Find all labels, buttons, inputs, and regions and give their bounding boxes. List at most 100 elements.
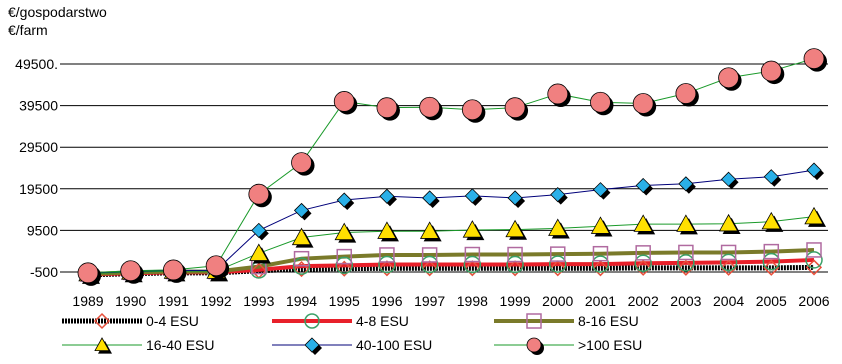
data-point — [677, 254, 695, 272]
data-point — [293, 202, 312, 221]
data-point — [592, 245, 609, 262]
data-point — [760, 60, 785, 85]
data-point — [291, 152, 315, 176]
legend-item: 16-40 ESU — [60, 335, 214, 355]
y-tick-label: 49500. — [15, 56, 58, 72]
data-point — [635, 259, 652, 276]
data-point — [678, 244, 694, 261]
data-point — [547, 83, 571, 107]
y-tick-label: 39500 — [19, 98, 58, 114]
data-point — [248, 183, 272, 208]
data-point — [422, 190, 440, 208]
series-line — [87, 58, 815, 274]
data-point — [806, 162, 824, 181]
data-point — [378, 260, 396, 277]
data-point — [634, 254, 652, 273]
data-point — [506, 260, 524, 277]
data-point — [336, 248, 352, 265]
data-point — [506, 255, 524, 274]
data-point — [548, 218, 570, 239]
data-point — [720, 244, 737, 261]
data-point — [633, 214, 656, 235]
data-point — [719, 253, 738, 272]
data-point — [805, 259, 823, 276]
legend-swatch — [272, 313, 352, 329]
data-point — [675, 83, 699, 107]
series-line — [87, 169, 815, 274]
data-point — [806, 242, 822, 258]
y-tick-label: -500 — [30, 264, 58, 280]
x-tick-label: 1991 — [158, 293, 189, 309]
x-tick-label: 1992 — [201, 293, 232, 309]
data-point — [120, 260, 144, 284]
data-point — [463, 255, 482, 274]
x-tick-label: 1995 — [329, 293, 360, 309]
data-point — [333, 91, 358, 115]
data-point — [632, 93, 657, 117]
x-tick-label: 2002 — [628, 293, 659, 309]
data-point — [718, 67, 742, 91]
legend-label: 16-40 ESU — [146, 337, 215, 353]
data-point — [464, 188, 483, 206]
y-tick-label: 29500 — [19, 139, 58, 155]
data-point — [549, 260, 566, 277]
x-tick-label: 2006 — [798, 293, 829, 309]
data-point — [462, 220, 485, 241]
data-point — [293, 261, 310, 278]
legend-label: 4-8 ESU — [356, 313, 409, 329]
data-point — [377, 221, 399, 242]
legend-label: 40-100 ESU — [356, 337, 433, 353]
data-point — [592, 260, 609, 277]
y-tick-label: 19500 — [19, 181, 58, 197]
data-point — [292, 257, 311, 275]
x-tick-label: 2000 — [542, 293, 573, 309]
data-point — [591, 255, 610, 273]
y-axis-label-line-2: €/farm — [8, 22, 48, 38]
data-point — [77, 262, 101, 286]
legend-label: 0-4 ESU — [146, 313, 199, 329]
data-point — [805, 251, 823, 269]
data-point — [334, 222, 357, 243]
data-point — [761, 211, 784, 232]
x-tick-label: 1993 — [243, 293, 274, 309]
legend-swatch — [62, 337, 142, 354]
data-point — [205, 255, 230, 279]
data-point — [635, 177, 654, 196]
legend-swatch — [272, 337, 352, 355]
legend-marker — [526, 313, 542, 329]
legend-marker — [93, 312, 111, 330]
x-tick-label: 1990 — [115, 293, 146, 309]
x-tick-label: 2003 — [670, 293, 701, 309]
data-point — [419, 221, 442, 242]
data-point — [461, 99, 486, 123]
data-point — [676, 214, 698, 235]
x-tick-label: 2005 — [756, 293, 787, 309]
data-point — [379, 247, 395, 263]
data-point — [249, 243, 271, 264]
legend-marker — [526, 337, 544, 355]
data-point — [678, 176, 696, 194]
legend-marker — [94, 337, 112, 354]
data-point — [163, 259, 187, 283]
x-tick-label: 2001 — [585, 293, 616, 309]
x-tick-label: 1994 — [286, 293, 317, 309]
data-point — [721, 171, 739, 190]
data-point — [803, 48, 827, 72]
x-tick-label: 1997 — [414, 293, 445, 309]
legend-label: >100 ESU — [578, 337, 643, 353]
data-point — [293, 250, 310, 267]
data-point — [718, 213, 741, 234]
data-point — [464, 260, 481, 277]
data-point — [379, 188, 397, 207]
legend-item: 40-100 ESU — [270, 335, 432, 355]
data-point — [804, 206, 826, 227]
legend-marker — [304, 337, 322, 355]
data-point — [550, 246, 566, 262]
data-point — [376, 97, 400, 121]
legend-item: 4-8 ESU — [270, 311, 409, 331]
legend-swatch — [62, 312, 142, 330]
legend-item: 0-4 ESU — [60, 311, 199, 331]
y-axis-label-line-1: €/gospodarstwo — [8, 4, 107, 20]
data-point — [590, 91, 614, 116]
